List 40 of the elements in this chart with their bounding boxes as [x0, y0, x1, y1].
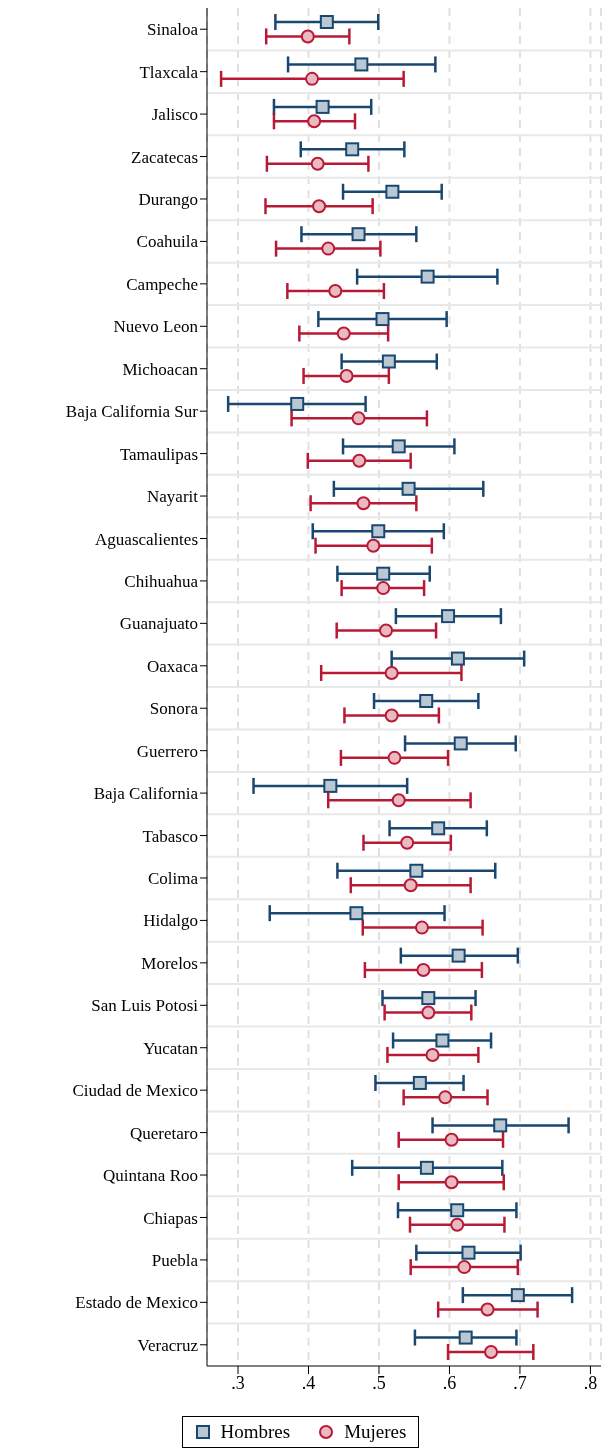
y-tick-label: Tlaxcala: [139, 62, 199, 82]
y-tick-label: Baja California Sur: [65, 402, 199, 422]
y-tick-label: Guanajuato: [119, 614, 198, 634]
y-tick-label: Zacatecas: [131, 147, 198, 167]
y-tick-label: Tabasco: [142, 826, 198, 846]
y-tick-label: Sonora: [149, 699, 199, 719]
y-tick-label: Baja California: [93, 784, 199, 804]
x-tick-label: .7: [513, 1372, 527, 1393]
y-tick-label: Estado de Mexico: [75, 1293, 198, 1313]
y-tick-label: Colima: [147, 869, 199, 888]
legend-label: Mujeres: [344, 1421, 407, 1443]
y-tick-label: Veracruz: [137, 1335, 199, 1355]
y-tick-label: Coahuila: [136, 232, 199, 252]
y-tick-label: Ciudad de Mexico: [72, 1081, 198, 1101]
x-tick-label: .6: [442, 1372, 457, 1393]
y-tick-label: Nayarit: [147, 487, 199, 507]
y-tick-label: Aguascalientes: [95, 529, 198, 549]
y-tick-label: Queretaro: [130, 1123, 198, 1143]
x-tick-label: .3: [231, 1372, 245, 1393]
y-tick-label: Hidalgo: [143, 911, 198, 931]
y-tick-label: Oaxaca: [147, 656, 199, 676]
y-tick-label: Puebla: [151, 1250, 199, 1270]
y-tick-label: San Luis Potosi: [91, 996, 199, 1016]
y-tick-label: Guerrero: [136, 741, 198, 761]
y-tick-label: Michoacan: [122, 359, 199, 379]
y-tick-label: Chiapas: [143, 1208, 198, 1228]
y-tick-label: Chihuahua: [124, 571, 199, 591]
y-tick-label: Durango: [138, 190, 198, 209]
legend-label: Hombres: [220, 1421, 291, 1443]
x-tick-label: .8: [583, 1372, 598, 1393]
y-tick-label: Sinaloa: [147, 20, 199, 40]
y-tick-label: Campeche: [126, 274, 198, 294]
y-tick-label: Nuevo Leon: [113, 317, 199, 337]
x-tick-label: .4: [301, 1372, 316, 1393]
y-tick-label: Quintana Roo: [103, 1166, 198, 1186]
y-tick-label: Jalisco: [151, 105, 198, 125]
y-tick-label: Yucatan: [143, 1038, 199, 1058]
x-tick-label: .5: [372, 1372, 386, 1393]
y-tick-label: Morelos: [141, 953, 198, 973]
y-tick-label: Tamaulipas: [119, 444, 198, 464]
